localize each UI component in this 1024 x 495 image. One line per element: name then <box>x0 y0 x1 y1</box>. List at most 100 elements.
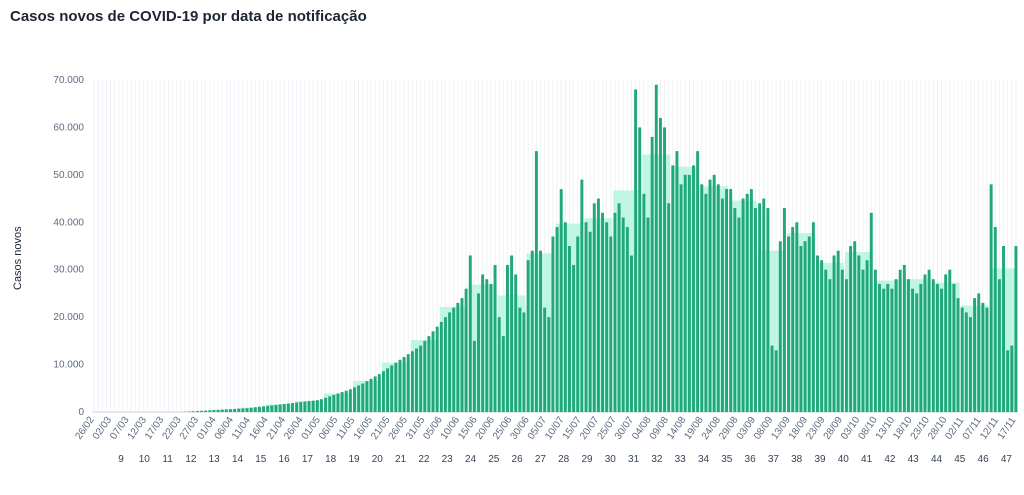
bar <box>456 302 460 412</box>
bar <box>634 89 638 412</box>
bar <box>844 279 848 412</box>
bar <box>423 340 427 412</box>
bar <box>344 390 348 412</box>
bar <box>977 293 981 412</box>
bar <box>543 307 547 412</box>
bar <box>357 385 361 412</box>
bar <box>638 127 642 412</box>
bar <box>915 293 919 412</box>
week-tick-label: 24 <box>465 454 477 465</box>
bar <box>1002 246 1005 412</box>
bar <box>237 408 241 412</box>
bar <box>460 298 464 412</box>
week-tick-label: 30 <box>605 454 617 465</box>
week-tick-label: 34 <box>698 454 710 465</box>
bar <box>303 401 307 412</box>
bar <box>572 264 576 412</box>
bar <box>1014 246 1018 412</box>
week-tick-label: 23 <box>442 454 454 465</box>
bar <box>340 392 344 412</box>
bar <box>609 236 613 412</box>
bar <box>291 402 294 412</box>
bar <box>601 212 605 412</box>
bar <box>828 279 832 412</box>
y-tick-label: 70.000 <box>53 75 84 86</box>
bar <box>782 208 786 412</box>
bar <box>419 345 423 412</box>
bar <box>319 399 323 412</box>
bar <box>588 231 592 412</box>
week-tick-label: 19 <box>348 454 360 465</box>
bar <box>803 241 807 412</box>
bar <box>853 241 857 412</box>
bar <box>282 403 286 412</box>
bar <box>485 279 489 412</box>
bar <box>964 312 968 412</box>
bar <box>997 279 1001 412</box>
bar <box>894 279 898 412</box>
bar <box>770 345 774 412</box>
bar <box>563 222 567 412</box>
bar <box>224 409 228 412</box>
bar <box>505 264 509 412</box>
bar <box>704 193 708 412</box>
bar <box>733 208 737 412</box>
bar <box>439 321 443 412</box>
week-tick-label: 32 <box>651 454 663 465</box>
week-tick-label: 21 <box>395 454 407 465</box>
bar <box>257 406 261 412</box>
bar <box>448 312 452 412</box>
bar <box>642 193 646 412</box>
bar <box>981 302 985 412</box>
bar <box>332 394 336 412</box>
bar <box>667 203 671 412</box>
bar <box>882 288 886 412</box>
bar <box>654 84 658 412</box>
bar <box>675 151 679 412</box>
bar <box>336 393 340 412</box>
week-tick-label: 13 <box>209 454 221 465</box>
bar <box>840 269 844 412</box>
bar <box>518 307 522 412</box>
bar <box>890 288 894 412</box>
bar <box>410 351 414 412</box>
week-tick-label: 44 <box>931 454 943 465</box>
bar <box>477 293 480 412</box>
bar <box>799 246 803 412</box>
bar <box>398 359 402 412</box>
week-tick-label: 12 <box>185 454 197 465</box>
bar <box>716 184 720 412</box>
bar <box>270 405 274 412</box>
bar <box>873 269 877 412</box>
bar <box>902 264 906 412</box>
bar <box>501 336 505 412</box>
week-tick-label: 18 <box>325 454 337 465</box>
y-tick-label: 0 <box>78 407 84 418</box>
bar <box>712 174 716 412</box>
bar <box>944 274 948 412</box>
week-tick-label: 45 <box>954 454 966 465</box>
week-tick-label: 39 <box>814 454 826 465</box>
week-tick-label: 17 <box>302 454 314 465</box>
week-tick-label: 20 <box>372 454 384 465</box>
bar <box>377 374 381 412</box>
bar <box>361 383 365 412</box>
bar <box>381 371 385 412</box>
bar <box>212 410 216 412</box>
x-tick-label: 17/11 <box>996 415 1019 442</box>
bar <box>725 189 729 412</box>
bar <box>778 241 782 412</box>
chart-title: Casos novos de COVID-19 por data de noti… <box>10 8 367 25</box>
bar <box>191 411 195 412</box>
bar <box>774 350 778 412</box>
week-tick-label: 38 <box>791 454 803 465</box>
bar <box>443 317 447 412</box>
bar <box>766 208 770 412</box>
y-tick-label: 10.000 <box>53 360 84 371</box>
bar <box>729 189 733 412</box>
bar <box>514 274 518 412</box>
bar <box>299 402 303 412</box>
bar <box>530 250 534 412</box>
week-tick-label: 26 <box>512 454 524 465</box>
y-tick-label: 20.000 <box>53 312 84 323</box>
